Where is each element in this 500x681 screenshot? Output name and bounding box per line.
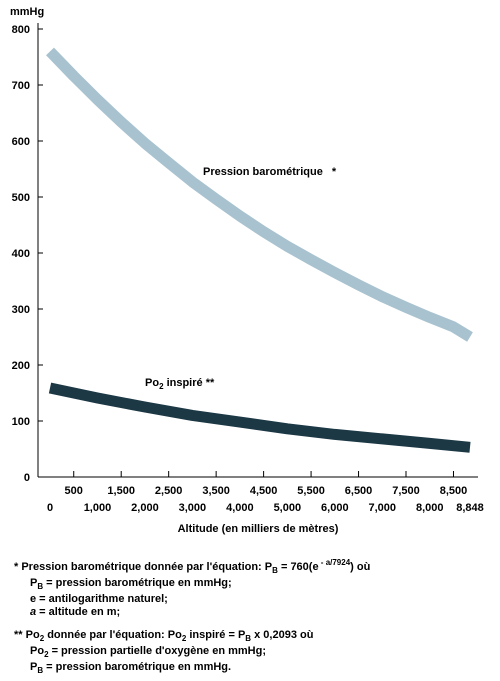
x-tick-label: 500 xyxy=(65,485,83,497)
series-name: Pression barométrique xyxy=(203,166,323,178)
x-tick-label: 0 xyxy=(47,502,53,514)
x-tick-label: 6,000 xyxy=(321,502,349,514)
x-tick-label: 5,500 xyxy=(297,485,325,497)
y-tick-label: 500 xyxy=(12,192,30,204)
series-suffix: ** xyxy=(206,377,215,389)
series-label-pression-barometrique: Pression barométrique * xyxy=(203,166,337,178)
series-name-sub: 2 xyxy=(159,382,164,391)
y-tick-label: 0 xyxy=(24,472,30,484)
y-tick-label: 600 xyxy=(12,136,30,148)
y-tick-label: 800 xyxy=(12,24,30,36)
x-tick-label: 6,500 xyxy=(345,485,373,497)
x-tick-label: 2,000 xyxy=(131,502,159,514)
y-tick-label: 200 xyxy=(12,360,30,372)
altitude-pressure-chart: mmHg 0 100 200 300 400 500 600 700 800 500 1,500 2,… xyxy=(10,6,484,535)
x-tick-label: 2,500 xyxy=(155,485,183,497)
x-tick-label: 3,500 xyxy=(202,485,230,497)
x-tick-label: 7,500 xyxy=(392,485,420,497)
note-2-line-2: Po2 = pression partielle d'oxygène en mm… xyxy=(30,645,266,659)
series-labels: Pression barométrique * Po2 inspiré ** xyxy=(145,166,337,391)
x-axis-label: Altitude (en milliers de mètres) xyxy=(178,523,339,535)
note-1-line-2: PB = pression barométrique en mmHg; xyxy=(30,577,232,591)
series-name-part: Po xyxy=(145,377,159,389)
note-1-line-4: a = altitude en m; xyxy=(30,606,121,618)
y-tick-label: 100 xyxy=(12,416,30,428)
y-tick-label: 300 xyxy=(12,304,30,316)
series-line-pression-barometrique xyxy=(46,47,473,342)
series-name-part: inspiré xyxy=(164,377,206,389)
note-1-line-1: * Pression barométrique donnée par l'équ… xyxy=(14,558,371,575)
x-tick-label: 8,500 xyxy=(440,485,468,497)
x-tick-label: 4,000 xyxy=(226,502,254,514)
series-label-po2-inspire: Po2 inspiré ** xyxy=(145,377,215,391)
axes: 0 100 200 300 400 500 600 700 800 500 1,500 2,500 3,… xyxy=(12,23,484,514)
note-2-line-1: ** Po2 donnée par l'équation: Po2 inspir… xyxy=(14,629,314,643)
x-tick-label: 1,500 xyxy=(107,485,135,497)
footnotes: * Pression barométrique donnée par l'équ… xyxy=(14,556,494,677)
y-tick-label: 700 xyxy=(12,80,30,92)
x-tick-label: 3,000 xyxy=(179,502,207,514)
series-layer xyxy=(46,47,473,453)
x-tick-label: 4,500 xyxy=(250,485,278,497)
series-suffix: * xyxy=(332,166,337,178)
x-tick-label: 1,000 xyxy=(84,502,112,514)
note-1-line-3: e = antilogarithme naturel; xyxy=(30,593,168,605)
x-tick-label: 8,000 xyxy=(416,502,444,514)
y-unit-label: mmHg xyxy=(10,6,44,18)
y-tick-label: 400 xyxy=(12,248,30,260)
series-line-po2-inspire xyxy=(48,382,471,453)
x-tick-label: 8,848 xyxy=(456,502,484,514)
x-tick-label: 5,000 xyxy=(274,502,302,514)
x-tick-label: 7,000 xyxy=(369,502,397,514)
note-2-line-3: PB = pression barométrique en mmHg. xyxy=(30,661,232,675)
